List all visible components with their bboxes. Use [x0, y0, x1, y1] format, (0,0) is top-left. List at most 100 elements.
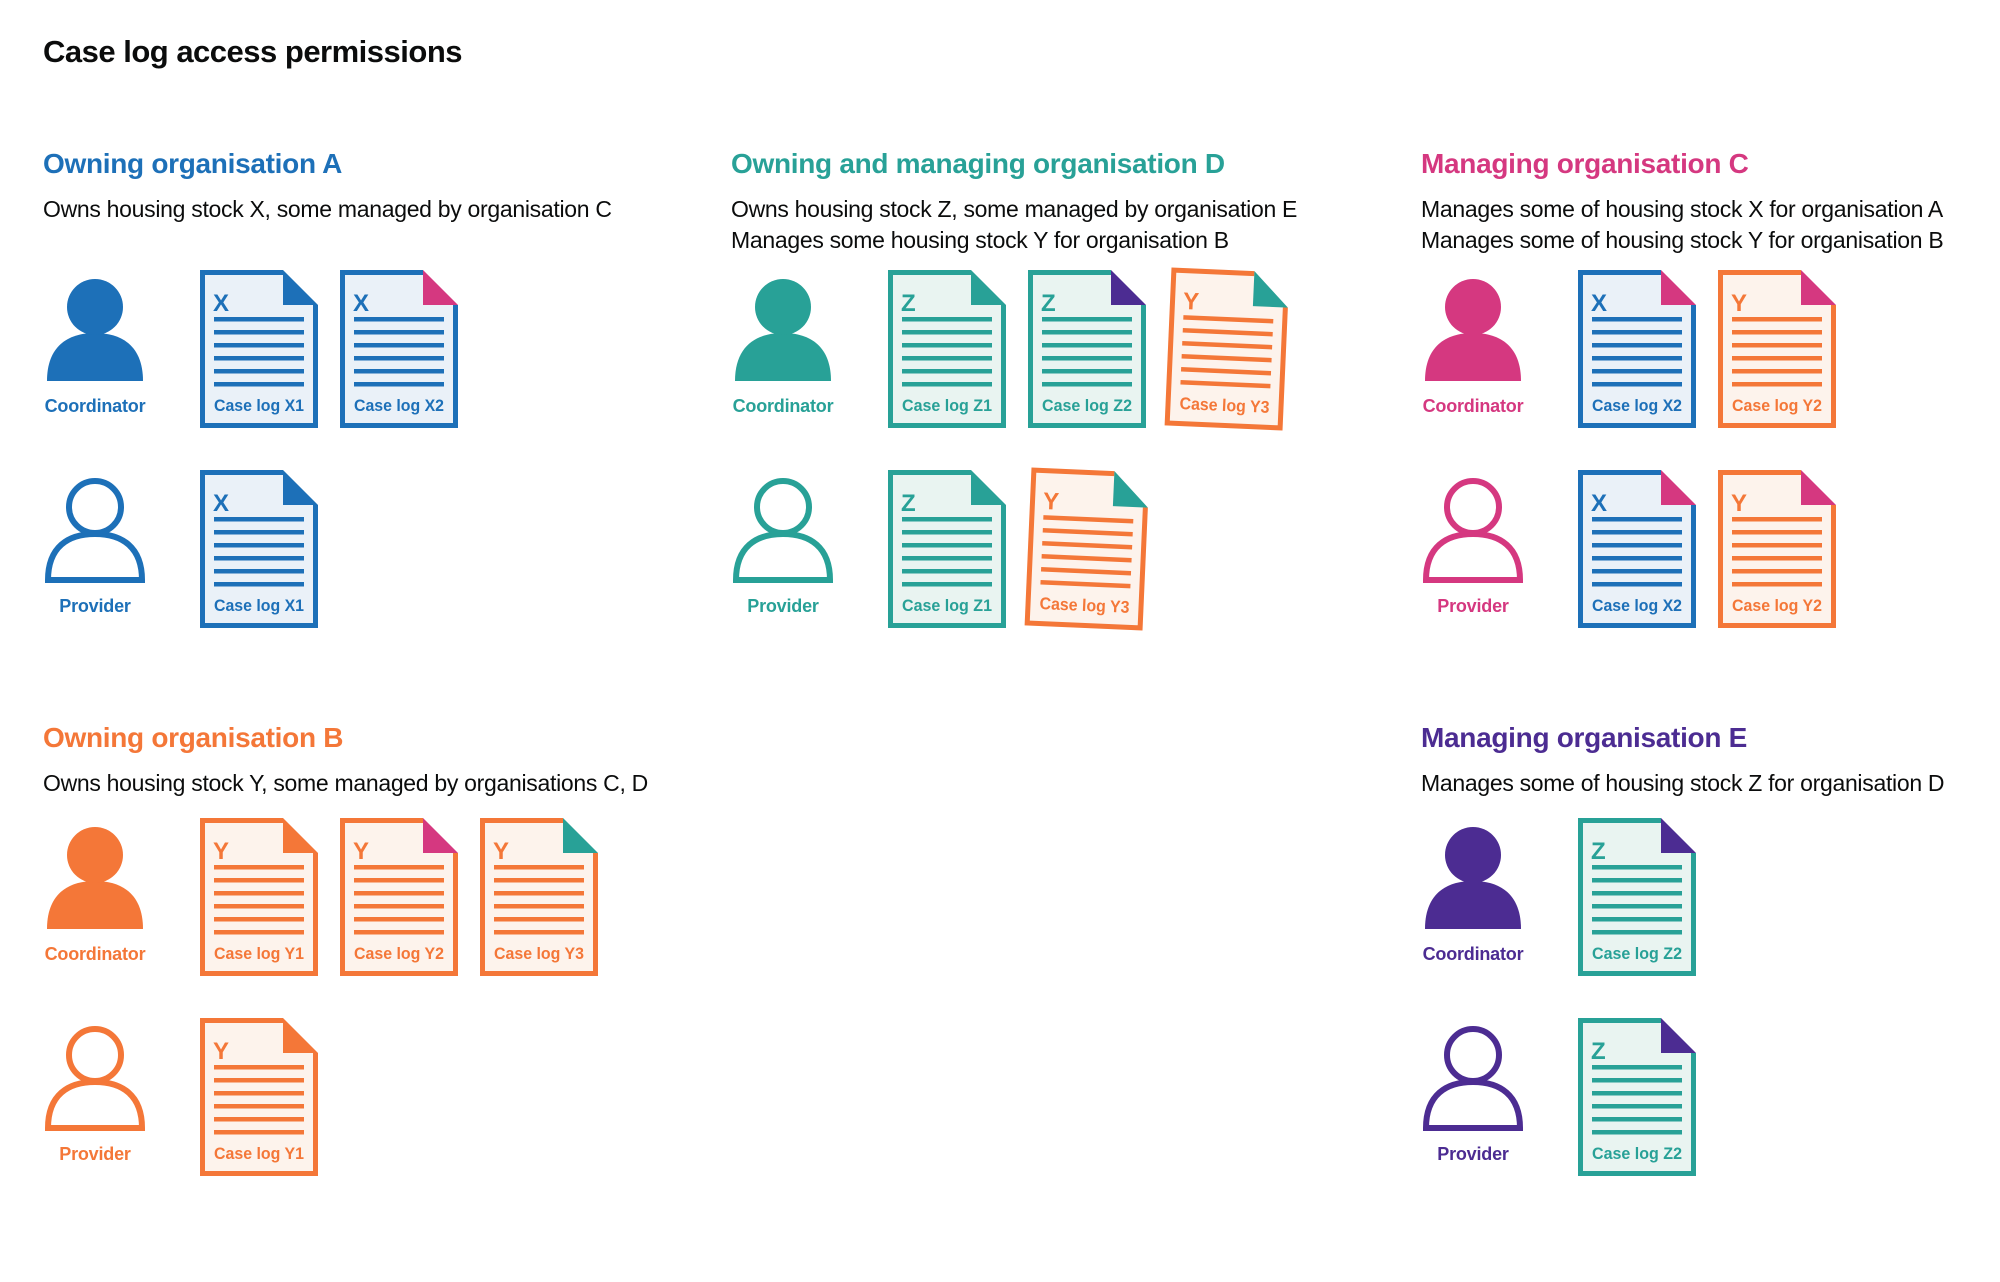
doc-label: Case log X1	[214, 596, 304, 615]
doc-case-log-z1: Z Case log Z1	[888, 270, 1006, 428]
doc-group: X Case log X1	[200, 270, 458, 428]
stock-letter: Y	[1042, 488, 1059, 516]
stock-letter: Y	[1182, 288, 1199, 316]
description-line: Manages some housing stock Y for organis…	[731, 227, 1229, 253]
coordinator-row: Coordinator Y	[43, 818, 598, 976]
person-filled-icon	[1425, 279, 1521, 381]
text-lines-icon	[1592, 865, 1682, 935]
doc-case-log-z2: Z Case log Z2	[1028, 270, 1146, 428]
stock-letter: Y	[1731, 490, 1747, 517]
doc-case-log-y3: Y Case log Y3	[1024, 467, 1150, 631]
coordinator-row: Coordinator Z	[1421, 818, 1696, 976]
section-managing-organisation-e: Managing organisation E Manages some of …	[1421, 722, 2000, 1282]
stock-letter: X	[213, 290, 229, 317]
section-owning-organisation-b: Owning organisation B Owns housing stock…	[43, 722, 703, 1282]
stock-letter: Z	[901, 290, 916, 317]
provider-figure: Provider	[1421, 1018, 1525, 1165]
fold-corner	[971, 470, 1006, 505]
person-outline-icon	[733, 478, 833, 583]
doc-label: Case log X2	[1592, 596, 1682, 615]
doc-case-log-y2: Y Case log Y2	[340, 818, 458, 976]
description-line: Manages some of housing stock Y for orga…	[1421, 227, 1944, 253]
text-lines-icon	[214, 1065, 304, 1135]
coordinator-label: Coordinator	[732, 396, 834, 416]
coordinator-row: Coordinator X	[1421, 270, 1836, 428]
coordinator-figure: Coordinator	[731, 270, 835, 417]
fold-corner	[1801, 270, 1836, 305]
doc-label: Case log Y3	[1179, 394, 1270, 417]
doc-case-log-x1: X Case log X1	[200, 270, 318, 428]
doc-label: Case log X1	[214, 396, 304, 415]
fold-corner	[283, 270, 318, 305]
fold-corner	[563, 818, 598, 853]
text-lines-icon	[214, 317, 304, 387]
doc-case-log-z2: Z Case log Z2	[1578, 1018, 1696, 1176]
text-lines-icon	[1040, 515, 1134, 589]
doc-group: Y Case log Y1	[200, 818, 598, 976]
doc-case-log-x1: X Case log X1	[200, 470, 318, 628]
person-outline-icon	[1423, 1026, 1523, 1131]
fold-corner	[1252, 271, 1288, 308]
doc-label: Case log X2	[1592, 396, 1682, 415]
person-filled-icon	[47, 279, 143, 381]
person-filled-icon	[1425, 827, 1521, 929]
section-title: Managing organisation C	[1421, 148, 1749, 179]
fold-corner	[1661, 470, 1696, 505]
doc-case-log-z2: Z Case log Z2	[1578, 818, 1696, 976]
stock-letter: Y	[353, 838, 369, 865]
doc-case-log-y3: Y Case log Y3	[1164, 267, 1290, 431]
doc-label: Case log Y2	[354, 944, 444, 963]
section-owning-managing-organisation-d: Owning and managing organisation D Owns …	[731, 148, 1391, 708]
fold-corner	[1661, 270, 1696, 305]
fold-corner	[1111, 270, 1146, 305]
description-line: Owns housing stock Z, some managed by or…	[731, 196, 1298, 222]
fold-corner	[1801, 470, 1836, 505]
provider-row: Provider Z	[1421, 1018, 1696, 1176]
stock-letter: X	[213, 490, 229, 517]
doc-label: Case log Z2	[1042, 396, 1132, 415]
stock-letter: X	[353, 290, 369, 317]
text-lines-icon	[1732, 317, 1822, 387]
text-lines-icon	[1592, 1065, 1682, 1135]
stock-letter: Y	[493, 838, 509, 865]
page-title: Case log access permissions	[43, 34, 463, 69]
doc-label: Case log Z1	[902, 596, 992, 615]
provider-row: Provider X	[43, 470, 318, 628]
provider-label: Provider	[59, 1144, 131, 1164]
fold-corner	[1112, 471, 1148, 508]
section-description: Manages some of housing stock Z for orga…	[1421, 768, 1945, 799]
doc-case-log-x2: X Case log X2	[1578, 470, 1696, 628]
coordinator-label: Coordinator	[1422, 396, 1524, 416]
fold-corner	[283, 1018, 318, 1053]
doc-case-log-y3: Y Case log Y3	[480, 818, 598, 976]
doc-label: Case log Z2	[1592, 944, 1682, 963]
section-owning-organisation-a: Owning organisation A Owns housing stock…	[43, 148, 703, 708]
person-outline-icon	[45, 1026, 145, 1131]
text-lines-icon	[214, 517, 304, 587]
stock-letter: Z	[901, 490, 916, 517]
coordinator-row: Coordinator Z	[731, 267, 1288, 431]
provider-row: Provider X	[1421, 470, 1836, 628]
text-lines-icon	[354, 865, 444, 935]
provider-figure: Provider	[43, 470, 147, 617]
description-line: Manages some of housing stock X for orga…	[1421, 196, 1943, 222]
stock-letter: Z	[1041, 290, 1056, 317]
fold-corner	[1661, 1018, 1696, 1053]
coordinator-label: Coordinator	[1422, 944, 1524, 964]
section-description: Manages some of housing stock X for orga…	[1421, 194, 1944, 256]
doc-group: Z Case log Z1	[888, 467, 1148, 631]
doc-case-log-y1: Y Case log Y1	[200, 818, 318, 976]
doc-label: Case log Z2	[1592, 1144, 1682, 1163]
section-description: Owns housing stock Z, some managed by or…	[731, 194, 1297, 256]
section-title: Owning organisation B	[43, 722, 344, 753]
doc-group: X Case log X2	[1578, 270, 1836, 428]
doc-group: Z Case log Z2	[1578, 818, 1696, 976]
doc-group: X Case log X2	[1578, 470, 1836, 628]
text-lines-icon	[1042, 317, 1132, 387]
section-title: Owning and managing organisation D	[731, 148, 1225, 179]
doc-label: Case log Y1	[214, 1144, 304, 1163]
text-lines-icon	[902, 317, 992, 387]
fold-corner	[423, 270, 458, 305]
coordinator-figure: Coordinator	[43, 270, 147, 417]
coordinator-row: Coordinator X	[43, 270, 458, 428]
